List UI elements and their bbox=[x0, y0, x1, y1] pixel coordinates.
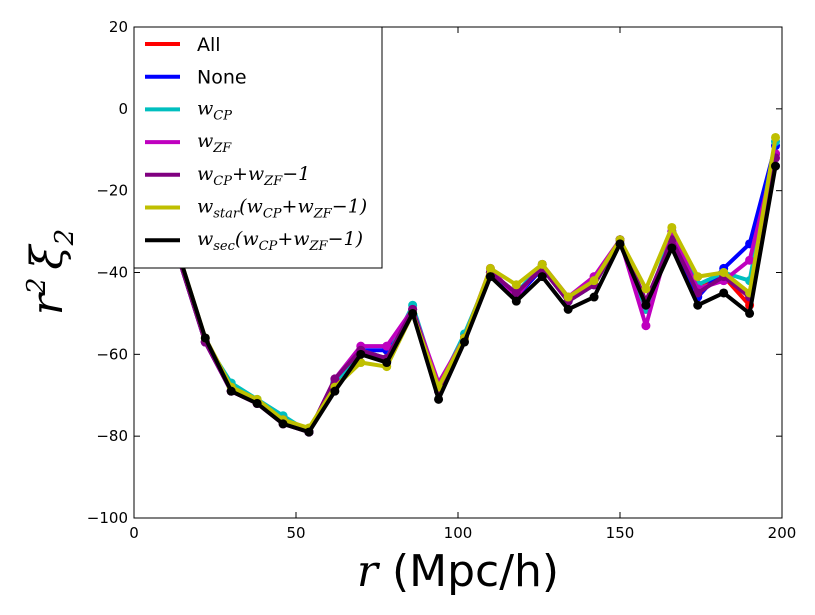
y-tick-label: 0 bbox=[118, 100, 128, 118]
data-point bbox=[693, 272, 703, 282]
legend: All None wCP wZF wCP+wZF−1 wstar(wCP+wZF−1) ws… bbox=[133, 26, 383, 269]
data-point bbox=[719, 288, 729, 298]
data-point bbox=[719, 268, 729, 277]
data-point bbox=[226, 386, 236, 396]
legend-entry: wZF bbox=[145, 130, 232, 156]
y-tick-label: −100 bbox=[87, 509, 128, 527]
data-point bbox=[589, 276, 599, 286]
y-axis-label: r2ξ2 bbox=[22, 229, 80, 315]
series-layer bbox=[174, 132, 781, 437]
y-tick-label: −20 bbox=[96, 182, 128, 200]
legend-entry: wCP bbox=[145, 97, 232, 123]
y-tick-label: −80 bbox=[96, 427, 128, 445]
legend-entry: wsec(wCP+wZF−1) bbox=[145, 228, 363, 254]
data-point bbox=[200, 333, 210, 343]
data-point bbox=[771, 132, 781, 142]
data-point bbox=[304, 427, 314, 437]
data-point bbox=[745, 255, 755, 265]
data-point bbox=[641, 321, 651, 331]
data-point bbox=[667, 222, 677, 232]
legend-entry: wCP+wZF−1 bbox=[145, 163, 310, 189]
data-point bbox=[434, 394, 444, 404]
legend-label: wCP bbox=[197, 97, 232, 123]
data-point bbox=[252, 398, 262, 408]
legend-entry: All bbox=[145, 34, 221, 56]
data-point bbox=[745, 308, 755, 318]
data-point bbox=[485, 272, 495, 282]
data-point bbox=[356, 349, 366, 359]
legend-label: wstar(wCP+wZF−1) bbox=[197, 196, 367, 222]
data-point bbox=[589, 292, 599, 302]
x-tick-label: 200 bbox=[768, 524, 797, 542]
data-point bbox=[330, 374, 340, 384]
data-point bbox=[771, 161, 781, 171]
y-tick-label: −40 bbox=[96, 264, 128, 282]
data-point bbox=[615, 239, 625, 249]
legend-label: All bbox=[197, 34, 221, 56]
x-axis-label: r (Mpc/h) bbox=[357, 546, 559, 597]
svg-text:r (Mpc/h): r (Mpc/h) bbox=[357, 546, 559, 597]
data-point bbox=[511, 296, 521, 306]
y-tick-label: 20 bbox=[109, 18, 128, 36]
y-tick-label: −60 bbox=[96, 345, 128, 363]
legend-label: wCP+wZF−1 bbox=[197, 163, 310, 189]
legend-entry: None bbox=[145, 67, 247, 89]
data-point bbox=[563, 292, 573, 302]
x-axis-label-units: (Mpc/h) bbox=[378, 546, 559, 597]
series-line bbox=[177, 137, 778, 430]
data-point bbox=[667, 243, 677, 253]
data-point bbox=[537, 272, 547, 282]
data-point bbox=[511, 280, 521, 290]
x-axis-label-var: r bbox=[357, 546, 381, 597]
data-point bbox=[408, 308, 418, 318]
x-tick-label: 50 bbox=[286, 524, 305, 542]
data-point bbox=[278, 419, 288, 429]
x-tick-label: 0 bbox=[129, 524, 139, 542]
legend-label: wZF bbox=[197, 130, 232, 156]
data-point bbox=[641, 284, 651, 294]
x-tick-label: 100 bbox=[444, 524, 473, 542]
data-point bbox=[563, 304, 573, 314]
data-point bbox=[511, 288, 521, 298]
data-point bbox=[641, 300, 651, 310]
data-point bbox=[693, 300, 703, 310]
legend-label: wsec(wCP+wZF−1) bbox=[197, 228, 363, 254]
legend-entry: wstar(wCP+wZF−1) bbox=[145, 196, 367, 222]
ticks-layer: 0 50 100 150 200 −100 −80 −60 −40 −20 0 20 bbox=[87, 18, 797, 542]
data-point bbox=[330, 386, 340, 396]
svg-text:r2ξ2: r2ξ2 bbox=[22, 229, 80, 315]
data-point bbox=[382, 358, 392, 368]
data-point bbox=[485, 263, 495, 273]
data-point bbox=[382, 341, 392, 351]
series-line bbox=[177, 165, 778, 435]
data-point bbox=[459, 337, 469, 347]
legend-label: None bbox=[197, 67, 247, 89]
data-point bbox=[537, 259, 547, 269]
legend-box bbox=[133, 26, 383, 269]
x-tick-label: 150 bbox=[606, 524, 635, 542]
data-point bbox=[693, 288, 703, 298]
